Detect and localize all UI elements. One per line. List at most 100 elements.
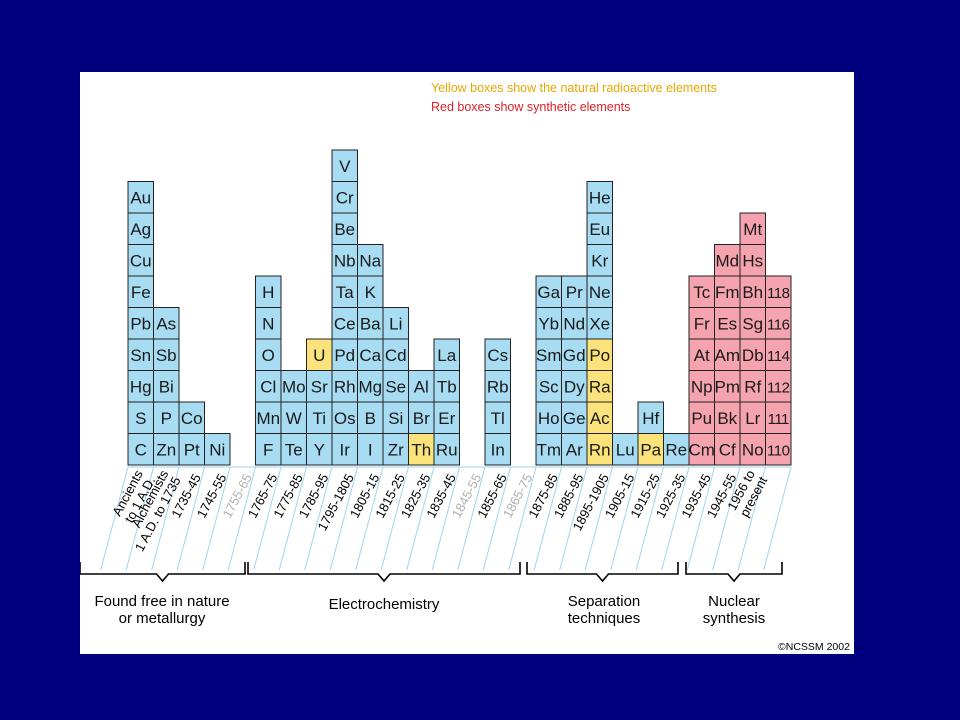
element-cell-ra: Ra (586, 370, 613, 403)
element-cell-y: Y (306, 433, 333, 466)
group-label: Found free in nature or metallurgy (94, 593, 229, 627)
element-symbol: Se (385, 377, 406, 396)
element-cell-ag: Ag (127, 212, 154, 245)
element-symbol: La (437, 346, 456, 365)
copyright-text: ©NCSSM 2002 (778, 641, 850, 653)
element-symbol: Ce (334, 314, 356, 333)
element-cell-rb: Rb (484, 370, 511, 403)
element-cell-md: Md (714, 244, 741, 277)
stripe-line (227, 466, 256, 571)
element-symbol: I (368, 440, 373, 459)
element-symbol: Th (411, 440, 431, 459)
element-symbol: Cm (689, 440, 715, 459)
element-symbol: Os (334, 409, 356, 428)
element-symbol: Nb (334, 251, 356, 270)
element-cell-gd: Gd (561, 338, 588, 371)
element-symbol: N (262, 314, 274, 333)
element-symbol: 116 (767, 316, 790, 333)
element-cell-dy: Dy (561, 370, 588, 403)
element-cell-ge: Ge (561, 401, 588, 434)
element-cell-ar: Ar (561, 433, 588, 466)
element-cell-sm: Sm (535, 338, 562, 371)
discovery-timeline-diagram: CS Hg Sn Pb Fe Cu Ag Au Zn P Bi Sb As Pt Co Ni F Mn Cl ONH T… (80, 81, 850, 653)
element-symbol: As (156, 314, 176, 333)
element-cell-ho: Ho (535, 401, 562, 434)
element-symbol: Tm (536, 440, 561, 459)
element-symbol: Fe (131, 283, 151, 302)
element-symbol: Ne (589, 283, 611, 302)
element-cell-al: Al (408, 370, 435, 403)
element-symbol: In (491, 440, 505, 459)
element-cell-fm: Fm (714, 275, 741, 308)
element-symbol: No (742, 440, 764, 459)
element-symbol: 114 (767, 348, 790, 365)
group-brace (247, 562, 521, 583)
element-symbol: Hf (642, 409, 659, 428)
element-symbol: Rf (744, 377, 761, 396)
element-symbol: Pu (691, 409, 712, 428)
element-cell-sb: Sb (153, 338, 180, 371)
element-symbol: Mn (256, 409, 280, 428)
element-cell-118: 118 (765, 275, 792, 308)
element-symbol: F (263, 440, 273, 459)
element-cell-ta: Ta (331, 275, 358, 308)
element-symbol: Mo (282, 377, 306, 396)
stripe-line (304, 466, 333, 571)
element-symbol: Rb (487, 377, 509, 396)
element-symbol: K (365, 283, 377, 302)
element-symbol: Eu (589, 220, 610, 239)
element-cell-rh: Rh (331, 370, 358, 403)
element-cell-tm: Tm (535, 433, 562, 466)
stripe-line (559, 466, 588, 571)
element-symbol: Xe (589, 314, 610, 333)
element-symbol: Gd (563, 346, 586, 365)
element-cell-te: Te (280, 433, 307, 466)
element-symbol: Si (388, 409, 403, 428)
group-brace (685, 562, 783, 583)
element-cell-sr: Sr (306, 370, 333, 403)
stripe-line (125, 466, 154, 571)
stripe-line (533, 466, 562, 571)
element-cell-er: Er (433, 401, 460, 434)
element-cell-bk: Bk (714, 401, 741, 434)
element-cell-ir: Ir (331, 433, 358, 466)
element-cell-ni: Ni (204, 433, 231, 466)
element-cell-am: Am (714, 338, 741, 371)
element-cell-li: Li (382, 307, 409, 340)
element-symbol: Ac (590, 409, 610, 428)
element-cell-114: 114 (765, 338, 792, 371)
element-cell-lu: Lu (612, 433, 639, 466)
element-symbol: Ra (589, 377, 611, 396)
element-cell-np: Np (688, 370, 715, 403)
element-symbol: V (339, 157, 351, 176)
element-cell-cr: Cr (331, 181, 358, 214)
group-labels: Found free in nature or metallurgy Electro… (94, 593, 765, 627)
stripe-line (763, 466, 792, 571)
element-symbol: Pb (130, 314, 151, 333)
element-cell-yb: Yb (535, 307, 562, 340)
element-symbol: Bh (742, 283, 763, 302)
element-cell-rf: Rf (739, 370, 766, 403)
element-cell-tb: Tb (433, 370, 460, 403)
element-cell-mo: Mo (280, 370, 307, 403)
element-symbol: Ta (336, 283, 355, 302)
element-cell-re: Re (663, 433, 690, 466)
element-symbol: Ag (130, 220, 151, 239)
element-symbol: Kr (591, 251, 608, 270)
element-cell-b: B (357, 401, 384, 434)
element-symbol: Dy (564, 377, 585, 396)
stripe-line (253, 466, 282, 571)
element-cell-po: Po (586, 338, 613, 371)
element-symbol: Rh (334, 377, 356, 396)
element-cells: CS Hg Sn Pb Fe Cu Ag Au Zn P Bi Sb As Pt Co Ni F Mn Cl ONH T… (127, 149, 792, 466)
element-cell-cf: Cf (714, 433, 741, 466)
element-symbol: Pa (640, 440, 661, 459)
element-cell-sg: Sg (739, 307, 766, 340)
element-cell-tl: Tl (484, 401, 511, 434)
element-symbol: Ho (538, 409, 560, 428)
element-cell-in: In (484, 433, 511, 466)
element-symbol: Pr (566, 283, 583, 302)
element-cell-hg: Hg (127, 370, 154, 403)
element-symbol: Na (359, 251, 381, 270)
element-symbol: Ba (360, 314, 381, 333)
